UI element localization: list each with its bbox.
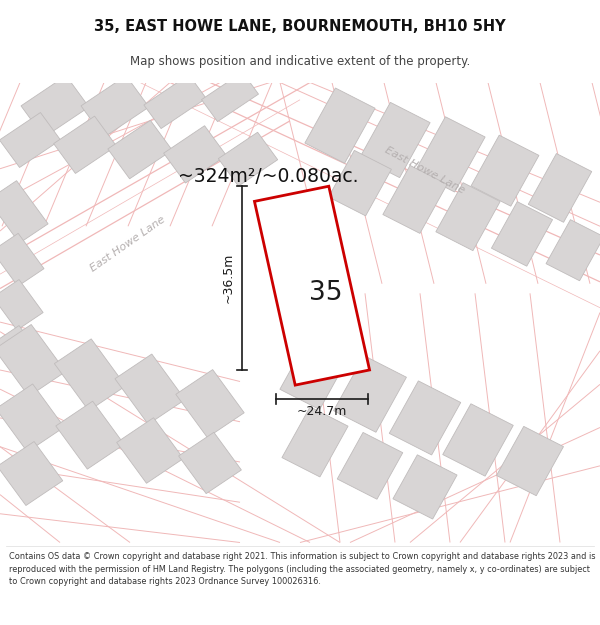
Polygon shape: [0, 279, 43, 330]
Polygon shape: [218, 132, 278, 186]
Polygon shape: [497, 426, 563, 496]
Polygon shape: [0, 441, 63, 506]
Text: ~24.7m: ~24.7m: [297, 405, 347, 418]
Text: 35, EAST HOWE LANE, BOURNEMOUTH, BH10 5HY: 35, EAST HOWE LANE, BOURNEMOUTH, BH10 5H…: [94, 19, 506, 34]
Polygon shape: [254, 186, 370, 385]
Text: 35: 35: [309, 281, 343, 306]
Polygon shape: [0, 326, 43, 376]
Polygon shape: [116, 418, 184, 483]
Text: ~36.5m: ~36.5m: [221, 253, 235, 303]
Polygon shape: [53, 116, 116, 174]
Polygon shape: [305, 88, 375, 163]
Polygon shape: [443, 404, 513, 476]
Polygon shape: [280, 334, 350, 409]
Polygon shape: [0, 324, 65, 396]
Polygon shape: [0, 233, 44, 286]
Polygon shape: [436, 182, 500, 251]
Text: Contains OS data © Crown copyright and database right 2021. This information is : Contains OS data © Crown copyright and d…: [9, 552, 595, 586]
Polygon shape: [108, 121, 172, 179]
Polygon shape: [176, 369, 244, 438]
Polygon shape: [389, 381, 461, 455]
Polygon shape: [415, 117, 485, 192]
Polygon shape: [393, 455, 457, 519]
Polygon shape: [282, 407, 348, 477]
Polygon shape: [81, 76, 149, 138]
Polygon shape: [202, 72, 259, 122]
Polygon shape: [329, 151, 391, 216]
Polygon shape: [55, 339, 125, 411]
Polygon shape: [21, 76, 89, 138]
Polygon shape: [144, 75, 206, 129]
Polygon shape: [337, 432, 403, 499]
Polygon shape: [0, 112, 61, 168]
Polygon shape: [164, 126, 226, 183]
Text: East Howe Lane: East Howe Lane: [89, 214, 167, 273]
Polygon shape: [546, 219, 600, 281]
Polygon shape: [0, 384, 64, 452]
Text: East Howe Lane: East Howe Lane: [383, 146, 467, 196]
Polygon shape: [383, 166, 447, 233]
Text: Map shows position and indicative extent of the property.: Map shows position and indicative extent…: [130, 56, 470, 68]
Polygon shape: [115, 354, 185, 424]
Polygon shape: [56, 401, 124, 469]
Text: ~324m²/~0.080ac.: ~324m²/~0.080ac.: [178, 167, 358, 186]
Polygon shape: [0, 181, 48, 243]
Polygon shape: [334, 356, 406, 432]
Polygon shape: [471, 135, 539, 206]
Polygon shape: [179, 432, 241, 494]
Polygon shape: [491, 202, 553, 266]
Polygon shape: [360, 102, 430, 178]
Polygon shape: [528, 154, 592, 222]
